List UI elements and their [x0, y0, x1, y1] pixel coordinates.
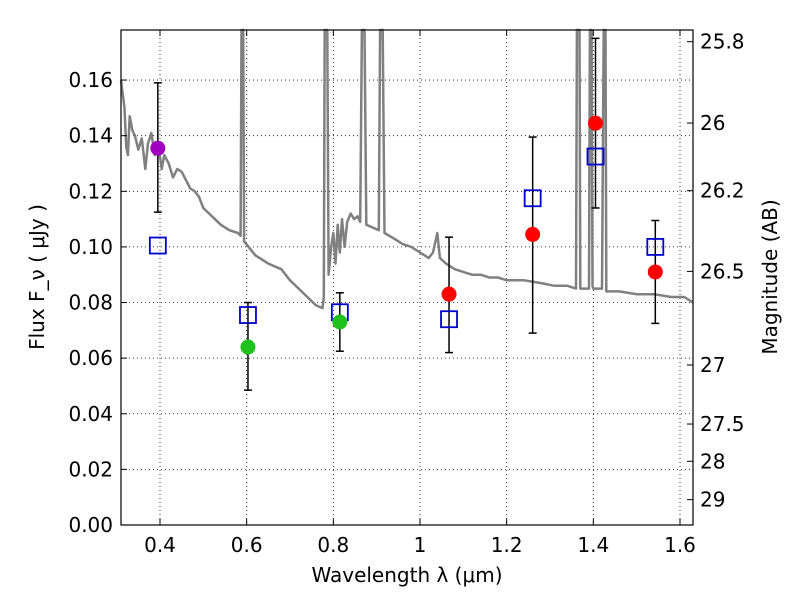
- y-tick-label: 0.04: [68, 402, 113, 426]
- y-tick-label: 0.16: [68, 68, 113, 92]
- x-tick-label: 0.6: [231, 533, 263, 557]
- y-tick-label: 0.02: [68, 457, 113, 481]
- right-tick-label: 27: [700, 353, 725, 377]
- x-tick-label: 0.8: [317, 533, 349, 557]
- x-tick-label: 1.4: [577, 533, 609, 557]
- photometry-points: [148, 37, 665, 391]
- plot-frame: [120, 29, 694, 526]
- right-tick-label: 26.2: [700, 179, 745, 203]
- y-tick-label: 0.14: [68, 124, 113, 148]
- x-tick-label: 1: [414, 533, 427, 557]
- observed-point: [647, 264, 663, 280]
- observed-point: [240, 339, 256, 355]
- model-photometry-square: [440, 310, 458, 329]
- model-photometry-square: [239, 306, 257, 324]
- x-tick-label: 0.4: [144, 533, 176, 557]
- right-tick-label: 25.8: [700, 30, 745, 54]
- model-photometry-square: [523, 189, 542, 208]
- model-spectrum: [119, 28, 694, 310]
- right-tick-label: 27.5: [700, 412, 745, 436]
- x-tick-label: 1.6: [664, 533, 696, 557]
- right-tick-label: 26.5: [700, 259, 745, 283]
- right-axis-label: Magnitude (AB): [758, 199, 782, 354]
- y-tick-label: 0.12: [68, 179, 113, 203]
- observed-point: [441, 286, 457, 302]
- y-tick-label: 0.00: [68, 513, 113, 537]
- observed-point: [150, 140, 166, 156]
- model-photometry-square: [586, 147, 605, 166]
- right-tick-label: 28: [700, 449, 725, 473]
- observed-point: [588, 115, 603, 131]
- y-tick-label: 0.10: [68, 235, 113, 259]
- right-tick-label: 29: [700, 488, 725, 512]
- model-photometry-square: [148, 236, 167, 255]
- right-tick-label: 26: [700, 111, 725, 135]
- y-tick-label: 0.08: [68, 291, 113, 315]
- observed-point: [525, 226, 541, 242]
- x-tick-label: 1.2: [491, 533, 523, 557]
- model-photometry-square: [646, 238, 665, 256]
- axis-ticks: 0.4 0.6 0.8 1 1.2 1.4 1.6 0.00 0.02 0.04 0.06 0.08 0…: [68, 30, 744, 557]
- model-spectrum-line: [119, 28, 694, 310]
- y-axis-label: Flux F_ν ( μJy ): [25, 204, 49, 350]
- observed-point: [332, 314, 348, 330]
- x-axis-label: Wavelength λ (μm): [311, 563, 502, 587]
- y-tick-label: 0.06: [68, 346, 113, 370]
